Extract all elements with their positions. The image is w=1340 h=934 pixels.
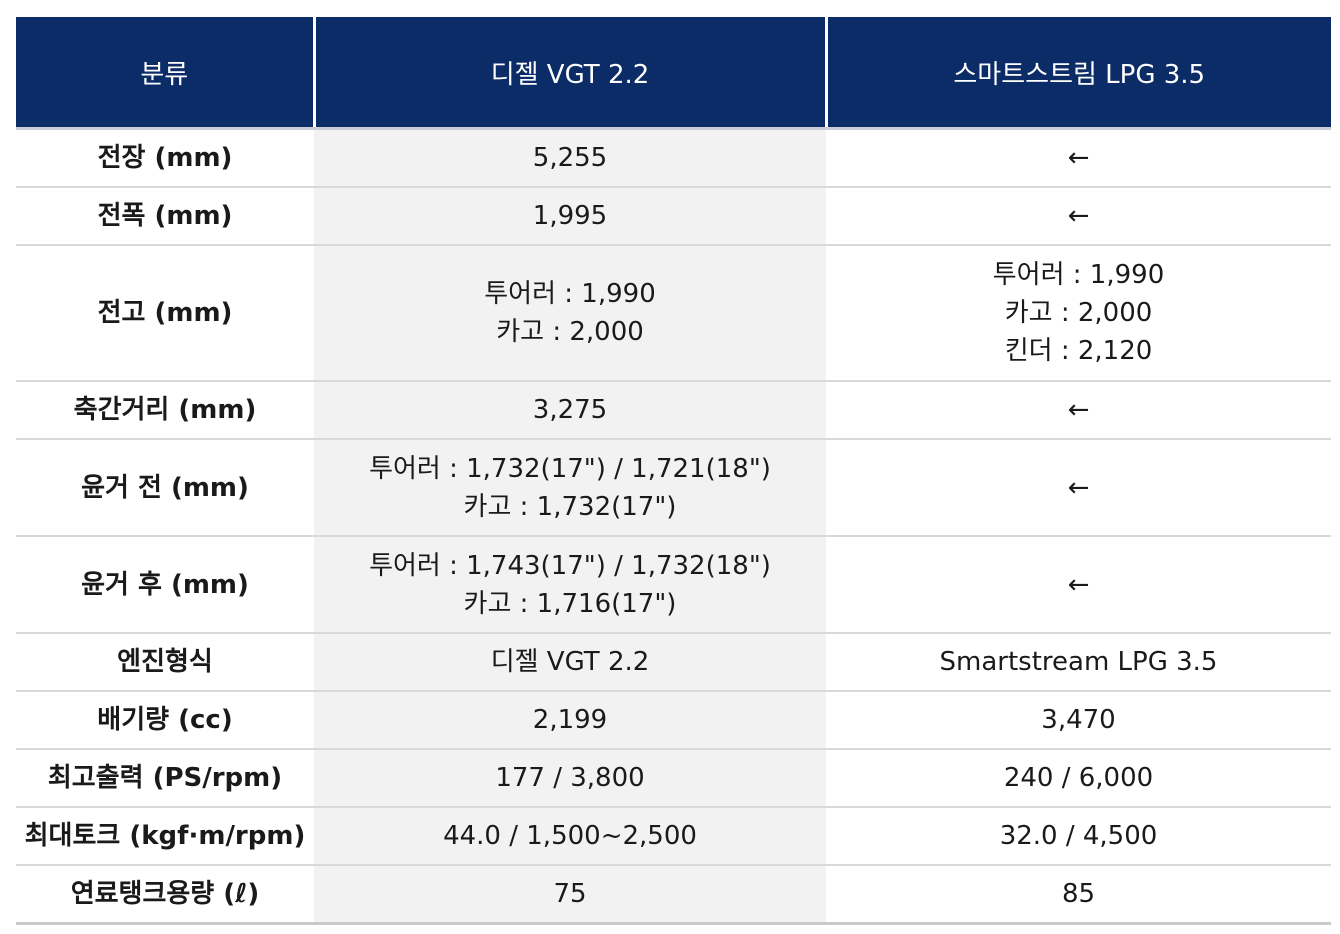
diesel-value: 투어러 : 1,743(17") / 1,732(18") 카고 : 1,716…: [314, 536, 826, 634]
lpg-value: 3,470: [826, 691, 1331, 750]
row-label: 전폭 (mm): [16, 187, 314, 246]
header-row: 분류 디젤 VGT 2.2 스마트스트림 LPG 3.5: [16, 17, 1331, 130]
lpg-value: Smartstream LPG 3.5: [826, 633, 1331, 692]
value-line: 킨더 : 2,120: [1004, 336, 1153, 366]
lpg-value: ←: [826, 439, 1331, 537]
value-line: 2,199: [532, 705, 608, 735]
row-label: 최대토크 (kgf·m/rpm): [16, 807, 314, 866]
value-line: ←: [1067, 201, 1090, 231]
value-line: 44.0 / 1,500~2,500: [443, 821, 697, 851]
value-line: 투어러 : 1,743(17") / 1,732(18"): [369, 550, 771, 581]
value-line: 카고 : 1,716(17"): [463, 588, 677, 619]
value-line: 디젤 VGT 2.2: [490, 647, 650, 677]
lpg-value: 240 / 6,000: [826, 749, 1331, 808]
diesel-value: 75: [314, 865, 826, 925]
diesel-value: 디젤 VGT 2.2: [314, 633, 826, 692]
value-line: 카고 : 1,732(17"): [463, 491, 677, 522]
table-row: 배기량 (cc) 2,199 3,470: [16, 691, 1331, 750]
value-line: 카고 : 2,000: [496, 317, 644, 347]
value-line: 75: [553, 879, 587, 909]
row-label: 전고 (mm): [16, 245, 314, 382]
value-line: 177 / 3,800: [495, 763, 645, 793]
table-row: 윤거 전 (mm) 투어러 : 1,732(17") / 1,721(18") …: [16, 439, 1331, 537]
diesel-value: 투어러 : 1,732(17") / 1,721(18") 카고 : 1,732…: [314, 439, 826, 537]
value-line: 카고 : 2,000: [1004, 298, 1153, 328]
diesel-value: 44.0 / 1,500~2,500: [314, 807, 826, 866]
lpg-value: 32.0 / 4,500: [826, 807, 1331, 866]
diesel-value: 투어러 : 1,990 카고 : 2,000: [314, 245, 826, 382]
table-row: 최고출력 (PS/rpm) 177 / 3,800 240 / 6,000: [16, 749, 1331, 808]
diesel-value: 177 / 3,800: [314, 749, 826, 808]
value-line: 투어러 : 1,990: [484, 279, 656, 309]
diesel-value: 2,199: [314, 691, 826, 750]
row-label: 최고출력 (PS/rpm): [16, 749, 314, 808]
row-label: 윤거 전 (mm): [16, 439, 314, 537]
lpg-value: ←: [826, 536, 1331, 634]
row-label: 배기량 (cc): [16, 691, 314, 750]
lpg-value: 투어러 : 1,990 카고 : 2,000 킨더 : 2,120: [826, 245, 1331, 382]
value-line: 투어러 : 1,990: [992, 260, 1165, 290]
lpg-value: ←: [826, 381, 1331, 440]
spec-table: 분류 디젤 VGT 2.2 스마트스트림 LPG 3.5 전장 (mm) 5,2…: [16, 17, 1331, 925]
value-line: 1,995: [532, 201, 608, 231]
value-line: 5,255: [532, 143, 608, 173]
table-row: 축간거리 (mm) 3,275 ←: [16, 381, 1331, 440]
header-lpg: 스마트스트림 LPG 3.5: [824, 17, 1331, 130]
table-row: 전장 (mm) 5,255 ←: [16, 128, 1331, 188]
diesel-value: 3,275: [314, 381, 826, 440]
value-line: ←: [1067, 472, 1090, 503]
value-line: 85: [1061, 879, 1096, 909]
table-row: 엔진형식 디젤 VGT 2.2 Smartstream LPG 3.5: [16, 633, 1331, 692]
table-row: 전폭 (mm) 1,995 ←: [16, 187, 1331, 246]
value-line: 32.0 / 4,500: [999, 821, 1158, 851]
value-line: 3,470: [1041, 705, 1116, 735]
header-category: 분류: [16, 17, 314, 130]
table-row: 최대토크 (kgf·m/rpm) 44.0 / 1,500~2,500 32.0…: [16, 807, 1331, 866]
value-line: 3,275: [532, 395, 608, 425]
value-line: ←: [1067, 395, 1090, 425]
value-line: ←: [1067, 143, 1090, 173]
lpg-value: 85: [826, 865, 1331, 925]
lpg-value: ←: [826, 187, 1331, 246]
value-line: 240 / 6,000: [1003, 763, 1154, 793]
value-line: Smartstream LPG 3.5: [939, 647, 1218, 677]
table-row: 연료탱크용량 (ℓ) 75 85: [16, 865, 1331, 925]
value-line: 투어러 : 1,732(17") / 1,721(18"): [369, 453, 771, 484]
table-row: 윤거 후 (mm) 투어러 : 1,743(17") / 1,732(18") …: [16, 536, 1331, 634]
row-label: 연료탱크용량 (ℓ): [16, 865, 314, 925]
row-label: 엔진형식: [16, 633, 314, 692]
row-label: 전장 (mm): [16, 128, 314, 188]
table-row: 전고 (mm) 투어러 : 1,990 카고 : 2,000 투어러 : 1,9…: [16, 245, 1331, 382]
header-diesel: 디젤 VGT 2.2: [312, 17, 826, 130]
value-line: ←: [1067, 569, 1090, 600]
row-label: 윤거 후 (mm): [16, 536, 314, 634]
diesel-value: 5,255: [314, 128, 826, 188]
diesel-value: 1,995: [314, 187, 826, 246]
row-label: 축간거리 (mm): [16, 381, 314, 440]
lpg-value: ←: [826, 128, 1331, 188]
